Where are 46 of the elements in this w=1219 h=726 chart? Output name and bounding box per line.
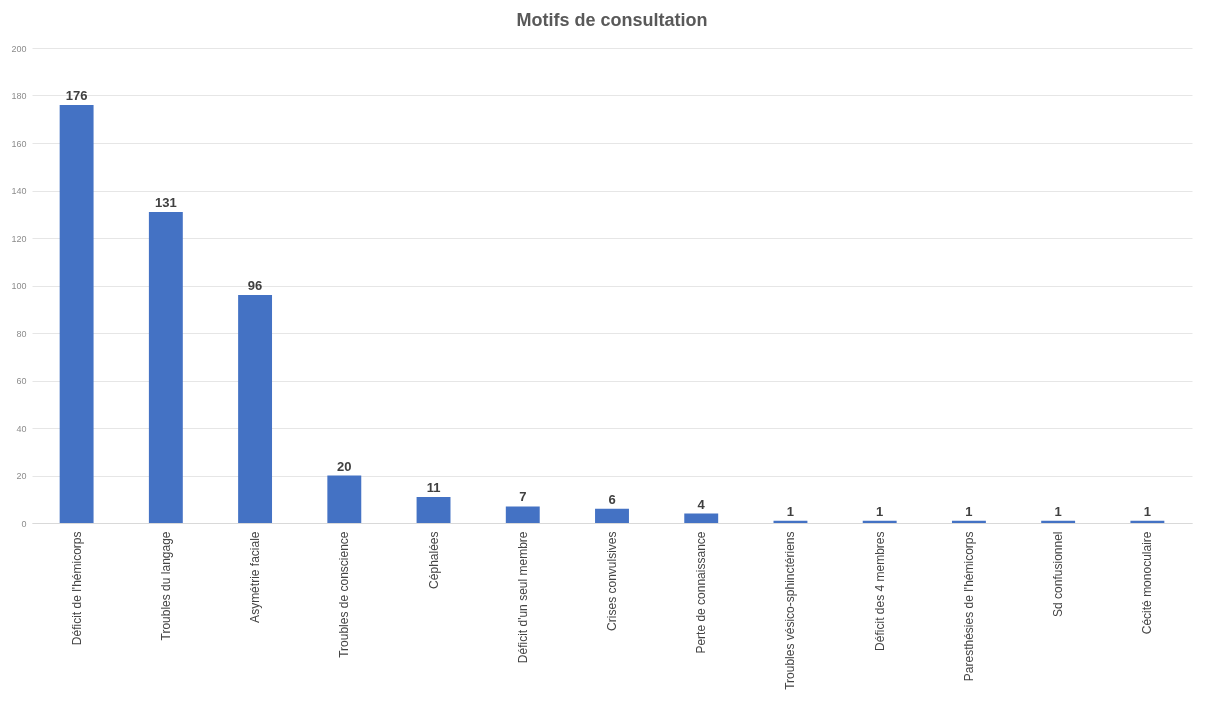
x-tick-label: Troubles du langage (158, 531, 173, 641)
data-label: 1 (1143, 503, 1151, 519)
y-tick-label: 200 (11, 43, 27, 54)
y-tick-label: 20 (16, 471, 27, 481)
y-tick-label: 80 (16, 328, 27, 339)
x-tick-label: Crises convulsives (605, 531, 619, 631)
y-tick-label: 160 (11, 138, 27, 149)
y-tick-label: 60 (16, 376, 27, 386)
data-label: 1 (965, 503, 973, 519)
x-tick-label: Déficit d'un seul membre (515, 531, 530, 664)
bar (59, 105, 94, 523)
bar (416, 496, 451, 523)
chart-title: Motifs de consultation (516, 10, 708, 30)
x-tick-label: Asymétrie faciale (248, 531, 263, 623)
bar (595, 508, 629, 523)
x-tick-label: Céphalées (426, 531, 441, 589)
data-label: 1 (786, 503, 795, 519)
x-tick-label: Déficit des 4 membres (872, 531, 887, 651)
data-label: 96 (247, 278, 263, 293)
x-tick-label: Troubles vésico-sphinctériens (783, 531, 798, 690)
data-label: 6 (608, 491, 616, 507)
y-tick-label: 120 (11, 233, 27, 244)
x-tick-label: Troubles de conscience (337, 531, 352, 658)
y-tick-label: 40 (16, 423, 27, 434)
data-label: 20 (337, 458, 352, 474)
x-tick-label: Cécité monoculaire (1140, 531, 1155, 635)
y-tick-label: 0 (21, 518, 27, 529)
y-tick-label: 100 (11, 281, 27, 291)
y-tick-label: 140 (11, 186, 27, 196)
data-label: 1 (1054, 503, 1062, 519)
data-label: 176 (65, 88, 88, 103)
data-label: 1 (876, 503, 884, 519)
data-label: 4 (697, 496, 706, 512)
data-label: 11 (426, 479, 441, 495)
bar (148, 211, 183, 523)
data-label: 131 (154, 194, 177, 210)
y-tick-label: 180 (11, 91, 27, 101)
x-tick-label: Sd confusionnel (1051, 531, 1066, 617)
bar (327, 475, 362, 523)
bar (684, 513, 719, 523)
bar (505, 506, 540, 523)
bar (238, 295, 273, 523)
x-tick-label: Perte de connaissance (694, 531, 709, 654)
x-tick-label: Paresthésies de l'hémicorps (961, 531, 976, 682)
x-tick-label: Déficit de l'hémicorps (69, 531, 84, 646)
data-label: 7 (519, 489, 527, 505)
